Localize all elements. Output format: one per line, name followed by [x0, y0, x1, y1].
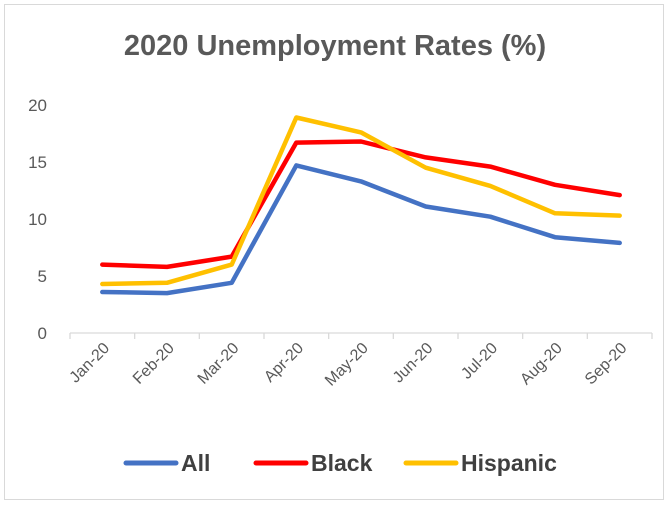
x-tick-label: Feb-20: [130, 340, 178, 388]
legend-label-all: All: [181, 450, 210, 476]
x-tick-label: Sep-20: [582, 340, 631, 389]
legend-label-hispanic: Hispanic: [461, 450, 557, 476]
series-line-all: [100, 163, 622, 296]
legend-label-black: Black: [311, 450, 373, 476]
x-tick-label: Aug-20: [517, 340, 566, 389]
y-tick-label: 5: [38, 267, 47, 286]
chart-frame: [4, 4, 664, 500]
x-tick-label: Jan-20: [67, 340, 114, 387]
x-tick-label: Jul-20: [458, 340, 501, 383]
y-tick-label: 0: [38, 324, 47, 343]
series-line-hispanic: [100, 115, 622, 287]
y-tick-label: 15: [28, 153, 47, 172]
y-tick-label: 10: [28, 210, 47, 229]
chart-title: 2020 Unemployment Rates (%): [123, 30, 547, 62]
x-tick-label: May-20: [322, 340, 372, 390]
x-tick-label: Apr-20: [261, 340, 307, 386]
y-tick-label: 20: [28, 96, 47, 115]
x-tick-label: Mar-20: [195, 340, 243, 388]
series-line-black: [100, 139, 622, 270]
x-tick-label: Jun-20: [390, 340, 437, 387]
